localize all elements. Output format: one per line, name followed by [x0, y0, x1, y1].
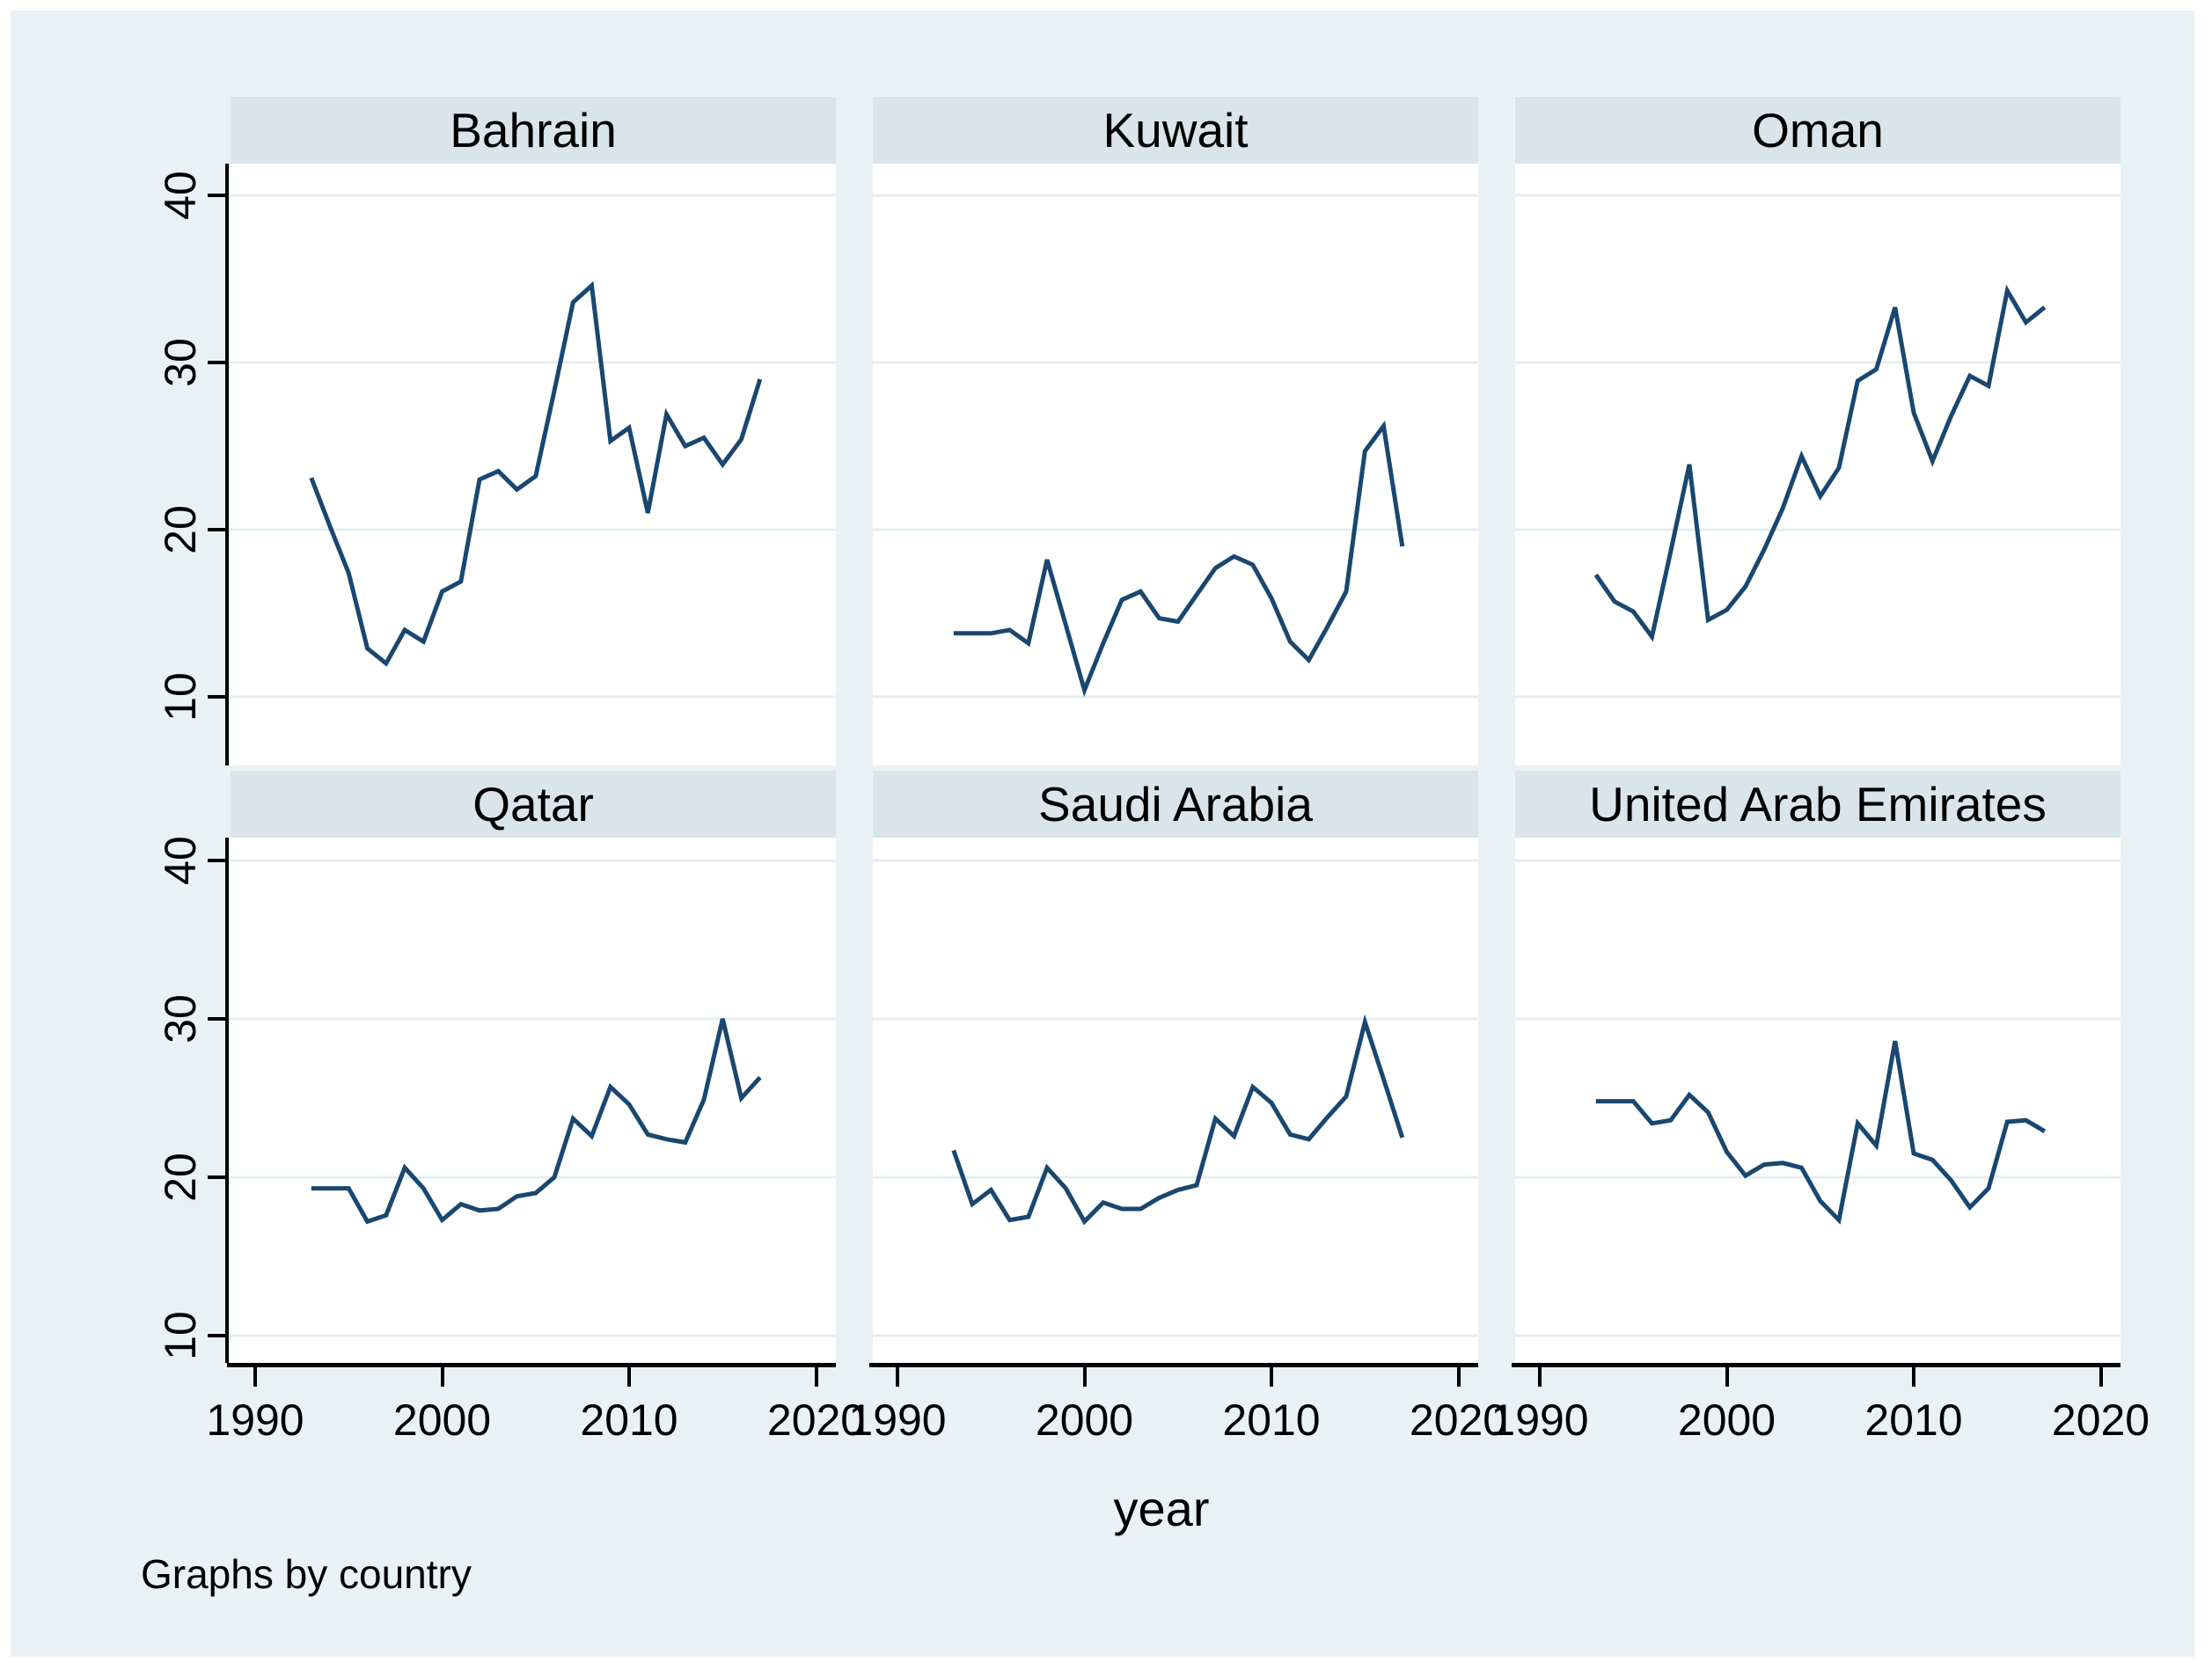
x-tick-2020-col1	[814, 1367, 818, 1387]
x-tick-2000-col1	[440, 1367, 444, 1387]
panel-svg	[231, 859, 836, 1337]
y-tick-label: 20	[156, 1153, 205, 1202]
x-tick-2010-col2	[1270, 1367, 1273, 1387]
x-tick-2020-col2	[1456, 1367, 1461, 1387]
y-axis-line-row2	[225, 838, 229, 1363]
data-line-oman	[1593, 284, 2047, 642]
data-line-saudi-arabia	[951, 1014, 1405, 1226]
plot-area-qatar	[231, 838, 836, 1363]
x-tick-label: 2000	[1035, 1395, 1134, 1445]
data-line-bahrain	[309, 281, 763, 667]
x-tick-label: 1990	[1491, 1395, 1589, 1445]
y-tick-label: 40	[156, 836, 205, 885]
plot-area-bahrain	[231, 164, 836, 765]
data-line-united-arab-emirates	[1595, 1040, 2047, 1225]
panel-title-saudi-arabia: Saudi Arabia	[873, 771, 1478, 838]
plot-area-saudi-arabia	[873, 838, 1478, 1363]
x-tick-1990-col3	[1538, 1367, 1542, 1387]
x-tick-label: 2020	[766, 1395, 866, 1445]
x-tick-1990-col1	[253, 1367, 257, 1387]
x-axis-line-col3	[1512, 1363, 2120, 1367]
y-tick-label: 10	[156, 672, 205, 721]
y-tick-20-row2	[208, 1175, 225, 1179]
y-tick-label: 10	[156, 1311, 205, 1360]
plot-area-kuwait	[873, 164, 1478, 765]
x-tick-2010-col3	[1912, 1367, 1915, 1387]
panel-title-united-arab-emirates: United Arab Emirates	[1515, 771, 2120, 838]
x-axis-line-col2	[869, 1363, 1478, 1367]
x-axis-title: year	[1113, 1481, 1210, 1536]
panel-title-bahrain: Bahrain	[231, 97, 836, 164]
x-tick-label: 1990	[848, 1395, 947, 1445]
panel-svg	[873, 194, 1478, 699]
panel-svg	[1515, 859, 2120, 1337]
panel-title-oman: Oman	[1515, 97, 2120, 164]
x-tick-label: 2000	[1677, 1395, 1776, 1445]
x-tick-label: 1990	[206, 1395, 304, 1445]
x-tick-1990-col2	[896, 1367, 899, 1387]
x-tick-2010-col1	[627, 1367, 631, 1387]
x-tick-label: 2010	[1864, 1395, 1963, 1445]
y-tick-label: 40	[156, 171, 205, 220]
y-tick-40-row1	[208, 194, 225, 197]
x-tick-2000-col3	[1725, 1367, 1729, 1387]
y-tick-label: 30	[156, 994, 205, 1044]
y-tick-10-row2	[208, 1334, 225, 1337]
data-line-kuwait	[953, 420, 1405, 698]
y-tick-40-row2	[208, 859, 225, 862]
plot-area-oman	[1515, 164, 2120, 765]
x-tick-label: 2020	[2051, 1395, 2150, 1445]
y-tick-30-row1	[208, 361, 225, 364]
y-axis-line-row1	[225, 164, 229, 765]
y-tick-label: 30	[156, 338, 205, 387]
plot-area-united-arab-emirates	[1515, 838, 2120, 1363]
panel-title-kuwait: Kuwait	[873, 97, 1478, 164]
x-tick-2000-col2	[1082, 1367, 1087, 1387]
x-tick-label: 2010	[1222, 1395, 1321, 1445]
x-tick-label: 2020	[1409, 1395, 1508, 1445]
x-tick-label: 2010	[580, 1395, 678, 1445]
panel-svg	[873, 859, 1478, 1337]
x-axis-line-col1	[227, 1363, 836, 1367]
y-tick-20-row1	[208, 528, 225, 531]
panel-title-qatar: Qatar	[231, 771, 836, 838]
y-tick-30-row2	[208, 1017, 225, 1021]
panel-svg	[231, 194, 836, 699]
x-tick-label: 2000	[392, 1395, 492, 1445]
y-tick-10-row1	[208, 695, 225, 699]
data-line-qatar	[311, 1018, 762, 1225]
graphs-by-caption: Graphs by country	[141, 1551, 472, 1597]
y-tick-label: 20	[156, 505, 205, 554]
panel-svg	[1515, 194, 2120, 699]
x-tick-2020-col3	[2098, 1367, 2103, 1387]
